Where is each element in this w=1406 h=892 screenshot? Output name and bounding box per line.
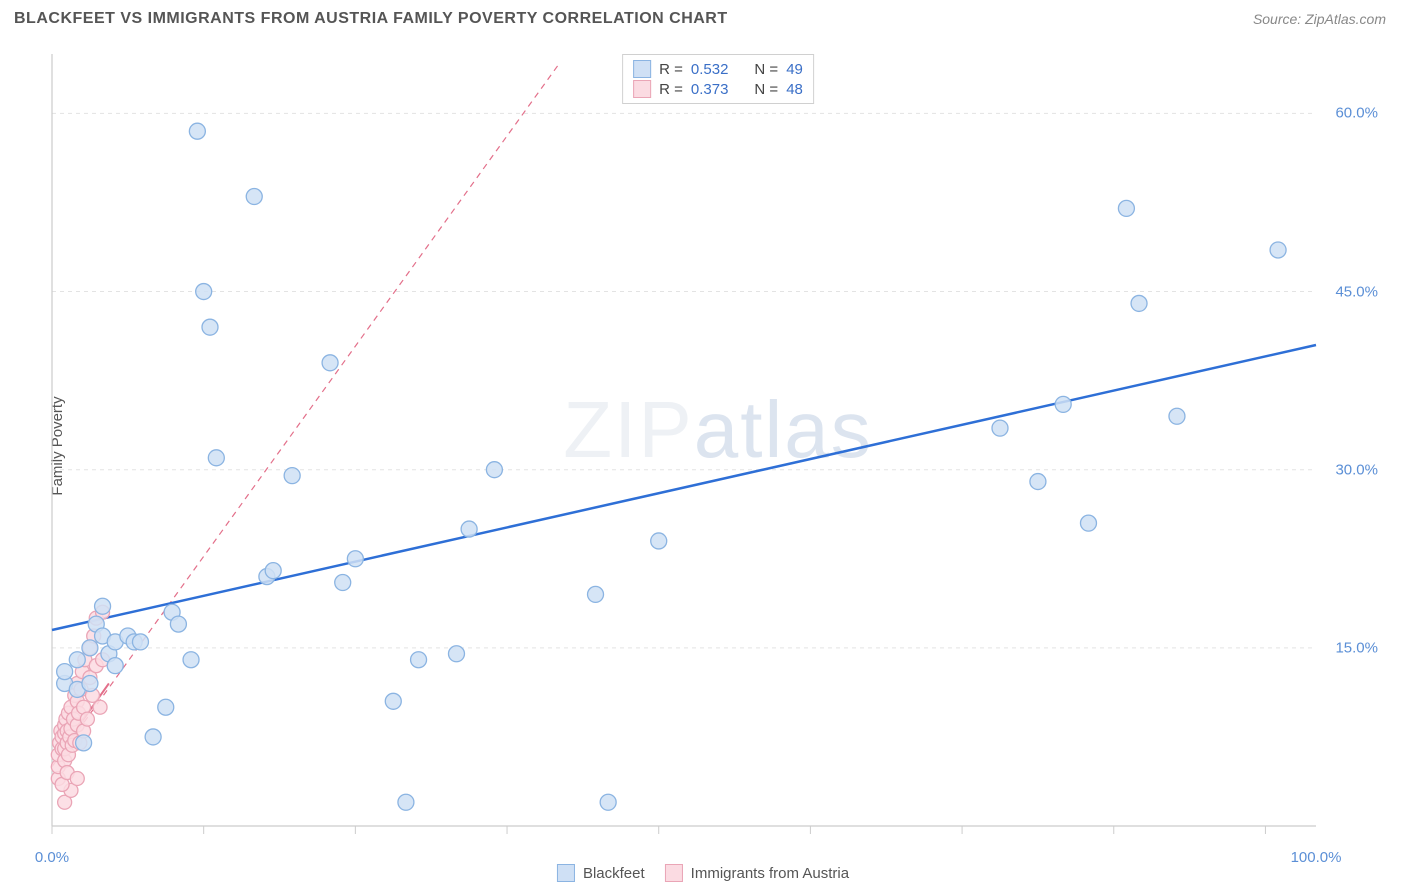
- swatch-austria: [633, 80, 651, 98]
- source-label: Source: ZipAtlas.com: [1253, 11, 1386, 27]
- r-label: R =: [659, 81, 683, 98]
- swatch-blackfeet: [557, 864, 575, 882]
- legend-label-austria: Immigrants from Austria: [691, 865, 849, 882]
- legend-item-blackfeet: Blackfeet: [557, 864, 645, 882]
- legend-label-blackfeet: Blackfeet: [583, 865, 645, 882]
- x-tick-label: 0.0%: [35, 849, 69, 866]
- stats-row-austria: R = 0.373 N = 48: [633, 79, 803, 99]
- legend-item-austria: Immigrants from Austria: [665, 864, 849, 882]
- scatter-plot: [50, 50, 1386, 842]
- r-value-blackfeet: 0.532: [691, 61, 729, 78]
- n-label: N =: [754, 61, 778, 78]
- n-label: N =: [754, 81, 778, 98]
- r-label: R =: [659, 61, 683, 78]
- bottom-legend: Blackfeet Immigrants from Austria: [557, 864, 849, 882]
- chart-header: BLACKFEET VS IMMIGRANTS FROM AUSTRIA FAM…: [0, 0, 1406, 34]
- n-value-austria: 48: [786, 81, 803, 98]
- y-tick-label: 45.0%: [1335, 283, 1378, 300]
- x-tick-label: 100.0%: [1291, 849, 1342, 866]
- chart-title: BLACKFEET VS IMMIGRANTS FROM AUSTRIA FAM…: [14, 10, 728, 28]
- swatch-blackfeet: [633, 60, 651, 78]
- r-value-austria: 0.373: [691, 81, 729, 98]
- stats-row-blackfeet: R = 0.532 N = 49: [633, 59, 803, 79]
- chart-area: ZIPatlas R = 0.532 N = 49 R = 0.373 N = …: [50, 50, 1386, 842]
- y-tick-label: 15.0%: [1335, 639, 1378, 656]
- stats-legend: R = 0.532 N = 49 R = 0.373 N = 48: [622, 54, 814, 104]
- y-tick-label: 60.0%: [1335, 105, 1378, 122]
- y-tick-label: 30.0%: [1335, 461, 1378, 478]
- swatch-austria: [665, 864, 683, 882]
- n-value-blackfeet: 49: [786, 61, 803, 78]
